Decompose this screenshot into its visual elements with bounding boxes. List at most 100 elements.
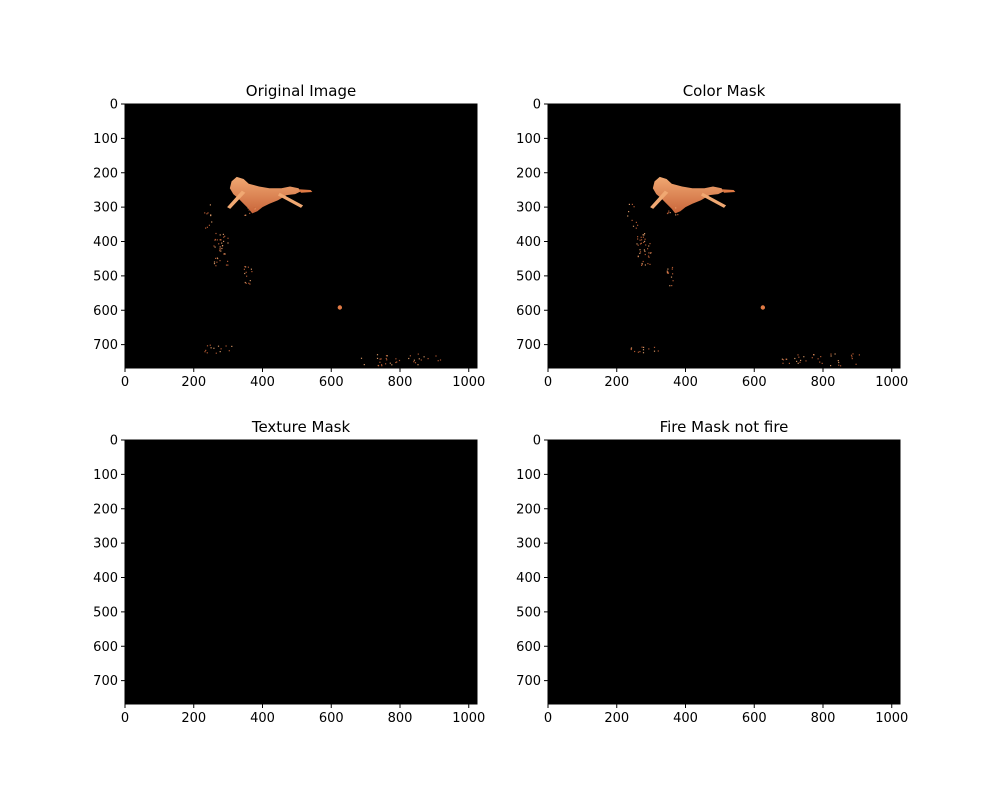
y-tick-label: 400 (516, 235, 541, 250)
image-area (125, 104, 477, 368)
fire-streak (700, 192, 727, 208)
x-tick-label: 200 (604, 375, 629, 390)
ember-speck (244, 272, 246, 275)
ember-speck (639, 243, 642, 245)
ember-speck (227, 237, 229, 239)
fire-spot (337, 305, 343, 310)
ember-speck (213, 263, 216, 265)
axes-frame (547, 103, 901, 369)
y-tick-label: 300 (516, 201, 541, 216)
ember-speck (204, 212, 206, 214)
panel-title: Color Mask (683, 82, 766, 100)
x-tick-label: 600 (319, 375, 344, 390)
ember-speck (379, 361, 381, 363)
y-tick-label: 0 (533, 434, 541, 449)
ember-speck (380, 358, 382, 360)
ember-speck (633, 206, 635, 208)
ember-speck (851, 358, 853, 360)
x-tick-label: 200 (181, 375, 206, 390)
ember-speck (639, 239, 641, 241)
y-tick-label: 100 (93, 468, 118, 483)
ember-speck (639, 251, 642, 253)
ember-speck (219, 239, 222, 241)
ember-speck (628, 203, 630, 205)
ember-speck (637, 351, 639, 353)
ember-speck (216, 261, 218, 263)
y-tick-label: 300 (516, 537, 541, 552)
ember-speck (798, 356, 800, 358)
x-tick-label: 200 (604, 711, 629, 726)
y-tick-label: 100 (93, 132, 118, 147)
y-tick-label: 700 (93, 674, 118, 689)
ember-speck (221, 242, 223, 244)
y-tick-label: 600 (93, 304, 118, 319)
ember-speck (837, 360, 839, 362)
ember-speck (805, 360, 807, 362)
ember-speck (215, 352, 217, 354)
ember-speck (220, 348, 222, 350)
ember-speck (219, 248, 221, 250)
ember-speck (639, 249, 641, 251)
ember-speck (413, 359, 415, 361)
ember-speck (385, 355, 388, 357)
ember-speck (215, 232, 217, 235)
ember-speck (648, 348, 650, 350)
ember-speck (782, 362, 784, 364)
ember-speck (642, 260, 644, 263)
ember-speck (643, 234, 645, 236)
ember-speck (634, 350, 636, 353)
axes-frame (124, 439, 478, 705)
y-tick-label: 100 (516, 468, 541, 483)
ember-speck (635, 227, 637, 229)
ember-speck (381, 364, 383, 366)
ember-speck (386, 355, 388, 357)
ember-speck (672, 280, 674, 282)
y-tick-label: 700 (516, 338, 541, 353)
ember-speck (219, 246, 221, 248)
x-tick-label: 0 (121, 375, 129, 390)
image-area (548, 440, 900, 704)
ember-speck (385, 363, 387, 365)
ember-speck (249, 212, 251, 214)
ember-speck (855, 363, 857, 365)
ember-speck (800, 359, 802, 361)
ember-speck (225, 264, 228, 266)
ember-speck (838, 364, 840, 366)
panel-title: Fire Mask not fire (660, 418, 789, 436)
ember-speck (850, 354, 853, 356)
fire-tail (721, 189, 736, 193)
ember-speck (677, 214, 679, 216)
ember-speck (637, 236, 639, 238)
ember-speck (216, 239, 218, 241)
ember-speck (378, 365, 380, 367)
y-tick-label: 600 (516, 304, 541, 319)
ember-speck (218, 243, 220, 245)
ember-speck (385, 357, 387, 360)
ember-speck (206, 345, 209, 347)
ember-speck (227, 242, 229, 244)
ember-speck (637, 244, 639, 246)
ember-speck (398, 359, 401, 362)
ember-speck (782, 359, 785, 361)
ember-speck (631, 203, 633, 205)
x-tick-label: 600 (742, 375, 767, 390)
ember-speck (219, 351, 221, 353)
y-tick-label: 200 (516, 502, 541, 517)
ember-speck (811, 357, 813, 359)
ember-speck (227, 264, 229, 266)
ember-speck (647, 248, 649, 250)
ember-speck (653, 346, 656, 348)
ember-speck (647, 255, 650, 257)
ember-speck (250, 268, 252, 270)
ember-speck (206, 213, 208, 215)
ember-speck (231, 345, 233, 347)
ember-speck (641, 264, 643, 266)
fire-streak (227, 190, 246, 209)
ember-speck (641, 262, 643, 265)
ember-speck (389, 362, 391, 364)
ember-speck (649, 263, 651, 265)
x-tick-label: 800 (388, 375, 413, 390)
ember-speck (249, 283, 251, 285)
ember-speck (253, 207, 255, 209)
